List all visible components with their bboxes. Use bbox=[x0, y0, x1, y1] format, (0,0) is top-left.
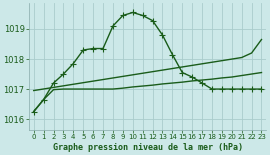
X-axis label: Graphe pression niveau de la mer (hPa): Graphe pression niveau de la mer (hPa) bbox=[53, 143, 243, 152]
